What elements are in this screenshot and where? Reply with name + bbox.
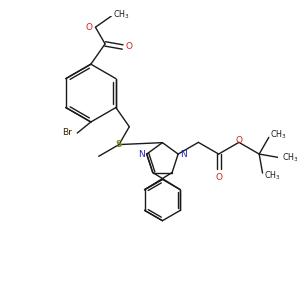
- Text: O: O: [85, 23, 92, 32]
- Text: O: O: [236, 136, 243, 146]
- Text: CH$_3$: CH$_3$: [264, 169, 281, 182]
- Text: Br: Br: [62, 128, 72, 137]
- Text: N: N: [180, 149, 187, 158]
- Text: N: N: [138, 149, 145, 158]
- Text: O: O: [215, 173, 222, 182]
- Text: CH$_3$: CH$_3$: [270, 128, 287, 141]
- Text: CH$_3$: CH$_3$: [113, 8, 130, 21]
- Text: S: S: [116, 140, 122, 149]
- Text: CH$_3$: CH$_3$: [282, 152, 298, 164]
- Text: O: O: [126, 43, 133, 52]
